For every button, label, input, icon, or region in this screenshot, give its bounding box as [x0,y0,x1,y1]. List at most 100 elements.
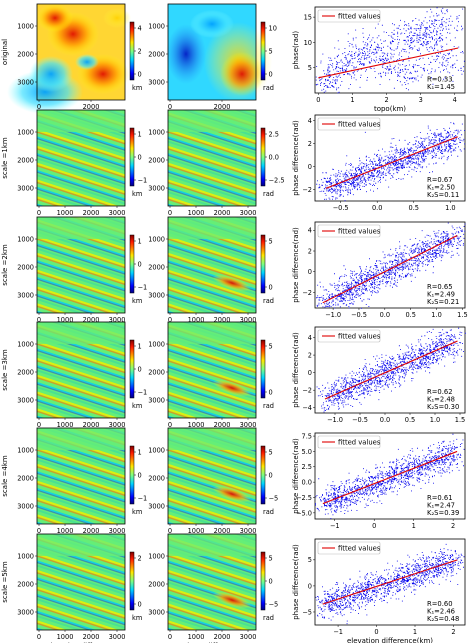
left-map-colorbar-tick: 0 [138,471,142,479]
middle-map-colorbar: 5 0 −5 rad [260,445,278,516]
left-map-colorbar-tick: −1 [138,176,148,184]
middle-map-colorbar-tick: 5 [269,342,273,350]
scatter-ytick: 15 [304,14,312,22]
legend-box [317,117,381,131]
middle-map-xtick: 0 [168,209,172,217]
left-map-ytick: 1000 [17,340,34,348]
left-map-ytick: 1000 [17,235,34,243]
left-map-xtick: 3000 [109,209,126,217]
middle-map-colorbar-tick: −2.5 [269,176,285,184]
stat-label: K₁=2.46 [427,607,455,615]
scatter-ytick: 0 [308,369,312,377]
scatter-xtick: 4 [453,96,457,104]
left-map-xtick: 3000 [109,633,126,641]
legend-label: fitted values [338,438,381,446]
legend: fitted values [317,9,381,23]
scatter-xtick: 2 [451,628,455,636]
left-map-ytick: 3000 [17,184,34,192]
middle-map-xtick: 1000 [188,316,205,324]
legend-label: fitted values [338,544,381,552]
left-map-colorbar-tick: 0 [138,70,142,78]
left-map-xtick: 0 [37,103,41,111]
middle-map-ytick: 1000 [148,446,165,454]
left-map-colorbar: 4 2 0 km [129,21,142,92]
left-map-colorbar-tick: −1 [138,283,148,291]
scatter-ytick: 5 [308,64,312,72]
middle-map [167,321,257,419]
left-map-xtick: 3000 [109,316,126,324]
middle-map-colorbar-unit: rad [263,402,274,410]
row-label: scale =2km [1,244,9,286]
scatter-xtick: 0.0 [380,416,391,424]
middle-map-xtick: 3000 [240,633,257,641]
middle-map-xtick: 2000 [214,316,231,324]
middle-map-ytick: 2000 [148,474,165,482]
left-map-ytick: 1000 [17,446,34,454]
legend: fitted values [317,224,381,238]
legend-box [317,435,381,449]
stat-label: R=0.65 [427,283,453,291]
stat-label: R=0.33 [427,75,453,83]
scatter-ylabel: phase difference(rad) [292,544,300,620]
legend-label: fitted values [338,12,381,20]
left-map-colorbar-tick: 0 [138,600,142,608]
figure-row-1: original10002000300002000420kmtopography… [1,3,466,120]
stat-label: K₁=2.50 [427,183,455,191]
scatter-xtick: 1.5 [457,311,468,319]
scatter-xtick: 0.0 [380,311,391,319]
scatter-xtick: 0 [316,96,320,104]
left-map-colorbar: 2 0 km [129,551,142,622]
middle-map-colorbar: 5 0 rad [260,234,274,305]
left-map-ytick: 1000 [17,128,34,136]
left-map-xtick: 2000 [83,103,100,111]
middle-map-ytick: 1000 [148,340,165,348]
middle-map-ytick: 3000 [148,502,165,510]
legend: fitted values [317,541,381,555]
legend-label: fitted values [338,227,381,235]
scatter-ytick: 5 [308,556,312,564]
middle-map-colorbar-tick: 5 [269,47,273,55]
legend-label: fitted values [338,120,381,128]
scatter-ytick: 0 [308,582,312,590]
left-map-colorbar-tick: 1 [138,130,142,138]
left-map-xtick: 2000 [83,316,100,324]
left-map-ytick: 3000 [17,291,34,299]
middle-map-colorbar-tick: 0 [269,388,273,396]
scatter-xlabel: elevation difference(km) [347,637,433,643]
scatter-ytick: −2 [302,186,312,194]
fitted-line [322,234,458,304]
left-map-colorbar: 1 0 −1 km [129,234,148,305]
middle-map-xtick: 2000 [214,103,231,111]
left-map-xtick: 2000 [83,421,100,429]
middle-map-colorbar-unit: rad [263,84,274,92]
middle-map-ytick: 2000 [148,368,165,376]
middle-map-ytick: 3000 [148,608,165,616]
left-map-colorbar-unit: km [132,614,142,622]
left-map-colorbar: 1 0 −1 km [129,339,147,410]
scatter-xtick: −1.0 [327,416,343,424]
left-map [7,3,131,114]
legend-box [317,224,381,238]
middle-map-colorbar-tick: 0 [269,283,273,291]
scatter-ytick: 2.5 [302,463,313,471]
fitted-line [325,136,458,189]
middle-map-colorbar-unit: rad [263,614,274,622]
row-label: scale =3km [1,349,9,391]
middle-map-xtick: 1000 [188,527,205,535]
middle-map-colorbar: 5 0 rad [260,339,274,410]
middle-map-ytick: 2000 [148,156,165,164]
left-map-colorbar-tick: 0 [138,153,142,161]
middle-map-ytick: 2000 [148,263,165,271]
scatter-xtick: −1.0 [325,311,341,319]
middle-map-ytick: 1000 [148,22,165,30]
fitted-line [322,450,458,505]
middle-map-xtick: 2000 [214,209,231,217]
left-map-ytick: 1000 [17,22,34,30]
scatter-ylabel: phase difference(rad) [292,332,300,408]
scatter-ylabel: phase difference(rad) [292,227,300,303]
middle-map-ytick: 2000 [148,50,165,58]
left-map-colorbar-unit: km [132,84,142,92]
middle-map-colorbar-tick: 5 [269,237,273,245]
left-map [36,109,126,207]
scatter-xtick: 1.0 [430,416,441,424]
